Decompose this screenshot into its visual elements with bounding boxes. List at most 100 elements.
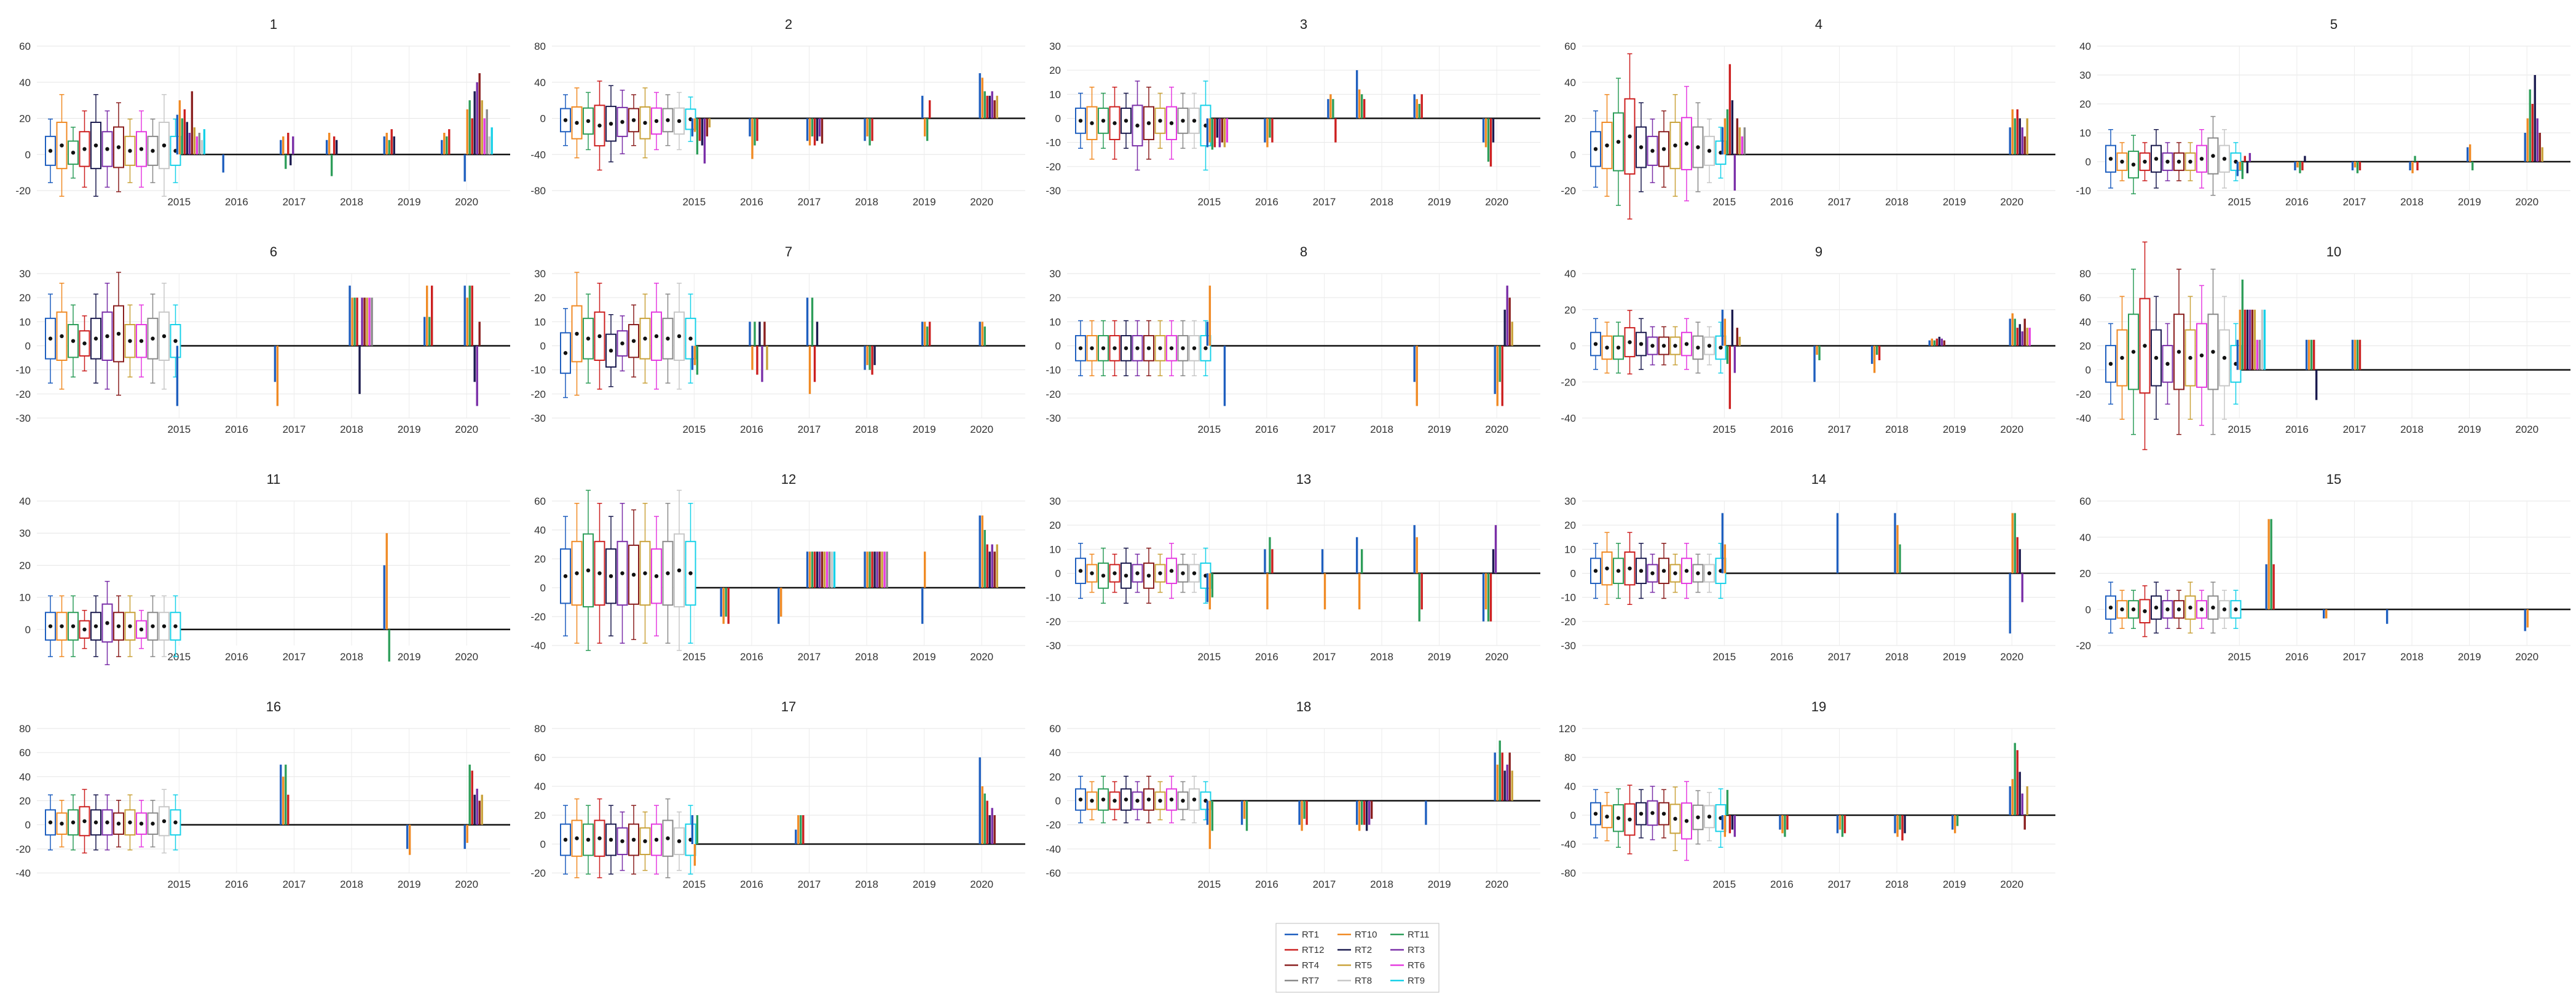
x-tick-label: 2015 <box>167 651 191 663</box>
bar <box>292 136 294 155</box>
x-tick-label: 2015 <box>167 196 191 208</box>
y-tick-label: 80 <box>2079 268 2091 280</box>
bar <box>1264 118 1266 143</box>
bar <box>481 100 483 155</box>
bar <box>928 322 931 346</box>
bar <box>706 118 709 136</box>
box-mean-dot <box>609 122 613 126</box>
panel-17: 17 80 60 40 20 0 -20 2015 2016 2017 2018 2019 2020 <box>530 699 1025 890</box>
box-mean-dot <box>71 339 76 343</box>
box-mean-dot <box>1593 147 1598 151</box>
box-mean-dot <box>1113 799 1117 803</box>
bar <box>282 136 285 155</box>
bar <box>983 91 986 119</box>
bar <box>802 815 805 844</box>
bar <box>468 100 471 155</box>
bar <box>1936 338 1938 346</box>
bar <box>1875 346 1878 355</box>
y-tick-label: 20 <box>1564 304 1576 316</box>
box-mean-dot <box>2120 607 2124 612</box>
box-mean-dot <box>586 568 591 572</box>
bar <box>1873 346 1876 373</box>
bar <box>2265 564 2267 610</box>
box-mean-dot <box>575 331 579 336</box>
box-mean-dot <box>1078 119 1083 123</box>
box-mean-dot <box>71 624 76 628</box>
bar <box>366 298 368 346</box>
box-mean-dot <box>1650 344 1655 348</box>
legend-label: RT8 <box>1355 976 1372 986</box>
bar <box>1816 346 1818 355</box>
x-tick-label: 2016 <box>1770 879 1794 890</box>
bar <box>806 118 809 141</box>
box-mean-dot <box>2188 159 2192 164</box>
bar <box>981 77 983 119</box>
bar <box>325 140 328 155</box>
panel-title: 5 <box>2330 17 2338 32</box>
y-tick-label: 30 <box>1564 496 1576 507</box>
x-tick-label: 2015 <box>2227 196 2251 208</box>
y-tick-label: 10 <box>1564 543 1576 555</box>
bar <box>2358 339 2361 370</box>
bar <box>2016 537 2019 574</box>
bar <box>993 100 996 119</box>
bar <box>722 588 725 624</box>
y-tick-label: -20 <box>2076 640 2091 652</box>
bar <box>696 346 699 375</box>
bar <box>463 154 466 182</box>
box-mean-dot <box>1661 147 1666 151</box>
box-mean-dot <box>620 571 624 575</box>
box-mean-dot <box>1605 346 1609 350</box>
x-tick-label: 2016 <box>1770 196 1794 208</box>
box-mean-dot <box>105 820 109 824</box>
box-mean-dot <box>597 124 602 128</box>
panel-title: 13 <box>1296 472 1311 487</box>
box-mean-dot <box>2188 355 2192 360</box>
bar <box>979 73 981 119</box>
panel-11: 11 40 30 20 10 0 2015 2016 2017 2018 2019 2020 <box>19 472 510 665</box>
x-tick-label: 2016 <box>1255 651 1278 663</box>
bar <box>823 551 826 588</box>
x-tick-label: 2016 <box>225 879 248 890</box>
box-mean-dot <box>1181 346 1185 350</box>
box-mean-dot <box>2176 159 2181 164</box>
bar <box>363 298 366 346</box>
box-mean-dot <box>128 624 132 628</box>
box-mean-dot <box>60 624 64 628</box>
y-tick-label: 10 <box>1049 89 1061 100</box>
x-tick-label: 2016 <box>1770 424 1794 435</box>
bar <box>811 551 814 588</box>
y-tick-label: 0 <box>25 341 31 352</box>
box-mean-dot <box>60 821 64 826</box>
bar <box>333 136 336 155</box>
box-mean-dot <box>48 624 53 628</box>
y-tick-label: 20 <box>2079 98 2091 110</box>
bar <box>2021 127 2023 155</box>
legend-label: RT12 <box>1302 945 1324 955</box>
bar <box>1933 340 1936 346</box>
panel-title: 2 <box>785 17 792 32</box>
box-mean-dot <box>1639 569 1644 573</box>
bar <box>1240 800 1243 825</box>
bar <box>1494 525 1497 574</box>
bar <box>1508 298 1511 346</box>
bar <box>463 824 466 849</box>
box-mean-dot <box>1593 569 1598 573</box>
y-tick-label: 30 <box>1049 268 1061 280</box>
box-mean-dot <box>1707 571 1712 575</box>
bar <box>2016 750 2019 815</box>
bar <box>1838 815 1841 830</box>
bar <box>1721 513 1724 574</box>
bar <box>1736 328 1739 346</box>
box-mean-dot <box>93 336 98 341</box>
x-tick-label: 2016 <box>740 651 763 663</box>
bar <box>808 551 811 588</box>
box-mean-dot <box>2188 606 2192 610</box>
box-mean-dot <box>2222 607 2227 612</box>
bar <box>1899 815 1901 830</box>
bar <box>2023 815 2026 830</box>
x-tick-label: 2018 <box>1885 424 1908 435</box>
box-mean-dot <box>139 147 144 151</box>
panel-title: 4 <box>1815 17 1822 32</box>
x-tick-label: 2015 <box>1712 879 1736 890</box>
